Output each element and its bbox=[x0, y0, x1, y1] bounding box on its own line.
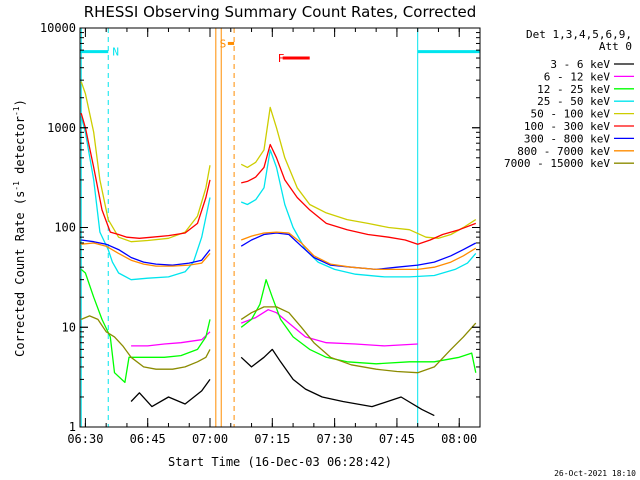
y-tick-label: 100 bbox=[54, 221, 76, 235]
legend-label-2: 12 - 25 keV bbox=[537, 83, 610, 96]
x-tick-label: 07:45 bbox=[379, 432, 415, 446]
series-line-5-1 bbox=[241, 143, 477, 245]
series-line-6-0 bbox=[81, 239, 211, 266]
x-tick-label: 07:00 bbox=[192, 432, 228, 446]
series-line-0-1 bbox=[240, 348, 435, 417]
series-line-2-0 bbox=[80, 268, 211, 384]
footer-timestamp: 26-Oct-2021 18:10 bbox=[554, 469, 636, 478]
series-line-1-0 bbox=[131, 331, 211, 347]
series-line-7-0 bbox=[81, 242, 211, 267]
x-axis-label: Start Time (16-Dec-03 06:28:42) bbox=[168, 455, 392, 469]
legend-label-5: 100 - 300 keV bbox=[524, 120, 610, 133]
y-tick-label: 1000 bbox=[47, 121, 76, 135]
legend-label-6: 300 - 800 keV bbox=[524, 132, 610, 145]
x-tick-label: 07:30 bbox=[317, 432, 353, 446]
chart-title: RHESSI Observing Summary Count Rates, Co… bbox=[84, 3, 477, 21]
x-tick-label: 06:45 bbox=[130, 432, 166, 446]
flag-label-F: F bbox=[278, 52, 285, 65]
y-tick-label: 10000 bbox=[40, 21, 76, 35]
legend-header-attenuator: Att 0 bbox=[599, 40, 632, 53]
legend-label-0: 3 - 6 keV bbox=[550, 58, 610, 71]
series-line-8-1 bbox=[240, 306, 477, 374]
x-tick-label: 08:00 bbox=[441, 432, 477, 446]
series-line-1-1 bbox=[240, 309, 418, 347]
plot-area: N S F bbox=[80, 28, 480, 427]
series-line-8-0 bbox=[80, 315, 211, 370]
series-line-0-0 bbox=[130, 379, 211, 408]
series-line-3-0 bbox=[80, 116, 211, 281]
series-line-4-1 bbox=[240, 106, 477, 239]
legend-label-7: 800 - 7000 keV bbox=[517, 145, 610, 158]
y-tick-label: 10 bbox=[62, 320, 76, 334]
legend-label-1: 6 - 12 keV bbox=[544, 70, 611, 83]
x-tick-label: 07:15 bbox=[254, 432, 290, 446]
legend-header-detectors: Det 1,3,4,5,6,9, bbox=[526, 28, 632, 41]
x-axis: 06:30 06:45 07:00 07:15 07:30 07:45 08:00 bbox=[67, 28, 481, 446]
y-axis-label: Corrected Count Rate (s-1 detector-1) bbox=[12, 99, 27, 357]
x-tick-label: 06:30 bbox=[67, 432, 103, 446]
series-line-5-0 bbox=[80, 113, 211, 239]
legend-label-8: 7000 - 15000 keV bbox=[504, 157, 610, 170]
flag-label-N: N bbox=[112, 46, 119, 59]
series-line-7-1 bbox=[240, 231, 477, 271]
legend-label-3: 25 - 50 keV bbox=[537, 95, 610, 108]
series-line-2-1 bbox=[240, 279, 477, 373]
y-tick-label: 1 bbox=[69, 420, 76, 434]
y-axis: 1 10 100 1000 10000 bbox=[40, 21, 480, 434]
legend-label-4: 50 - 100 keV bbox=[531, 108, 611, 121]
flag-label-S: S bbox=[220, 37, 227, 50]
series-line-4-0 bbox=[80, 81, 211, 243]
